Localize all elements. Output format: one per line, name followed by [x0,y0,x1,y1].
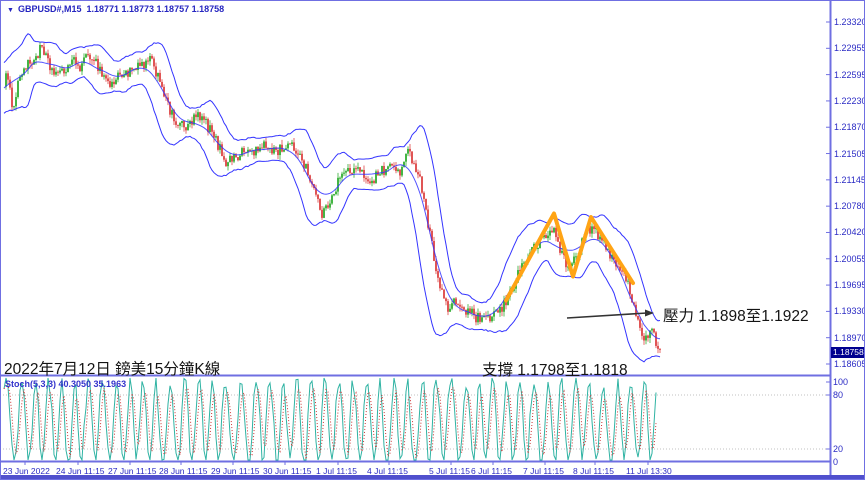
resistance-arrow[interactable] [566,312,648,319]
time-axis-label: 5 Jul 11:15 [429,466,470,476]
date-annotation: 2022年7月12日 鎊美15分鐘K線 [4,361,221,378]
time-axis-label: 11 Jul 13:30 [626,466,672,476]
time-axis-label: 27 Jun 11:15 [108,466,157,476]
time-axis-label: 6 Jul 11:15 [471,466,512,476]
ohlc-values: 1.18771 1.18773 1.18757 1.18758 [86,4,225,14]
resistance-arrow-head [645,309,654,317]
time-axis-label: 28 Jun 11:15 [159,466,208,476]
time-axis-label: 30 Jun 11:15 [263,466,312,476]
chart-title-bar: ▼ GBPUSD#,M15 1.18771 1.18773 1.18757 1.1… [7,4,224,14]
symbol-title: GBPUSD#,M15 [17,4,82,14]
time-axis-label: 23 Jun 2022 [3,466,50,476]
window-bottom-bar [1,475,864,479]
stoch-indicator-label: Stoch(5,3,3) 40.3050 35.1963 [5,379,127,389]
time-axis-label: 24 Jun 11:15 [56,466,105,476]
current-price-badge: 1.18758 [831,347,864,358]
support-annotation: 支撐 1.1798至1.1818 [482,362,628,379]
time-axis-label: 8 Jul 11:15 [573,466,614,476]
symbol-dropdown-icon[interactable]: ▼ [7,7,14,14]
time-axis-label: 7 Jul 11:15 [523,466,564,476]
resistance-annotation: 壓力 1.1898至1.1922 [663,308,809,325]
time-axis-label: 29 Jun 11:15 [211,466,260,476]
time-axis-label: 1 Jul 11:15 [316,466,357,476]
time-axis-label: 4 Jul 11:15 [367,466,408,476]
trendline-annotation[interactable] [504,211,635,303]
time-axis[interactable]: 23 Jun 2022 24 Jun 11:15 27 Jun 11:15 28 Ju… [1,464,864,476]
